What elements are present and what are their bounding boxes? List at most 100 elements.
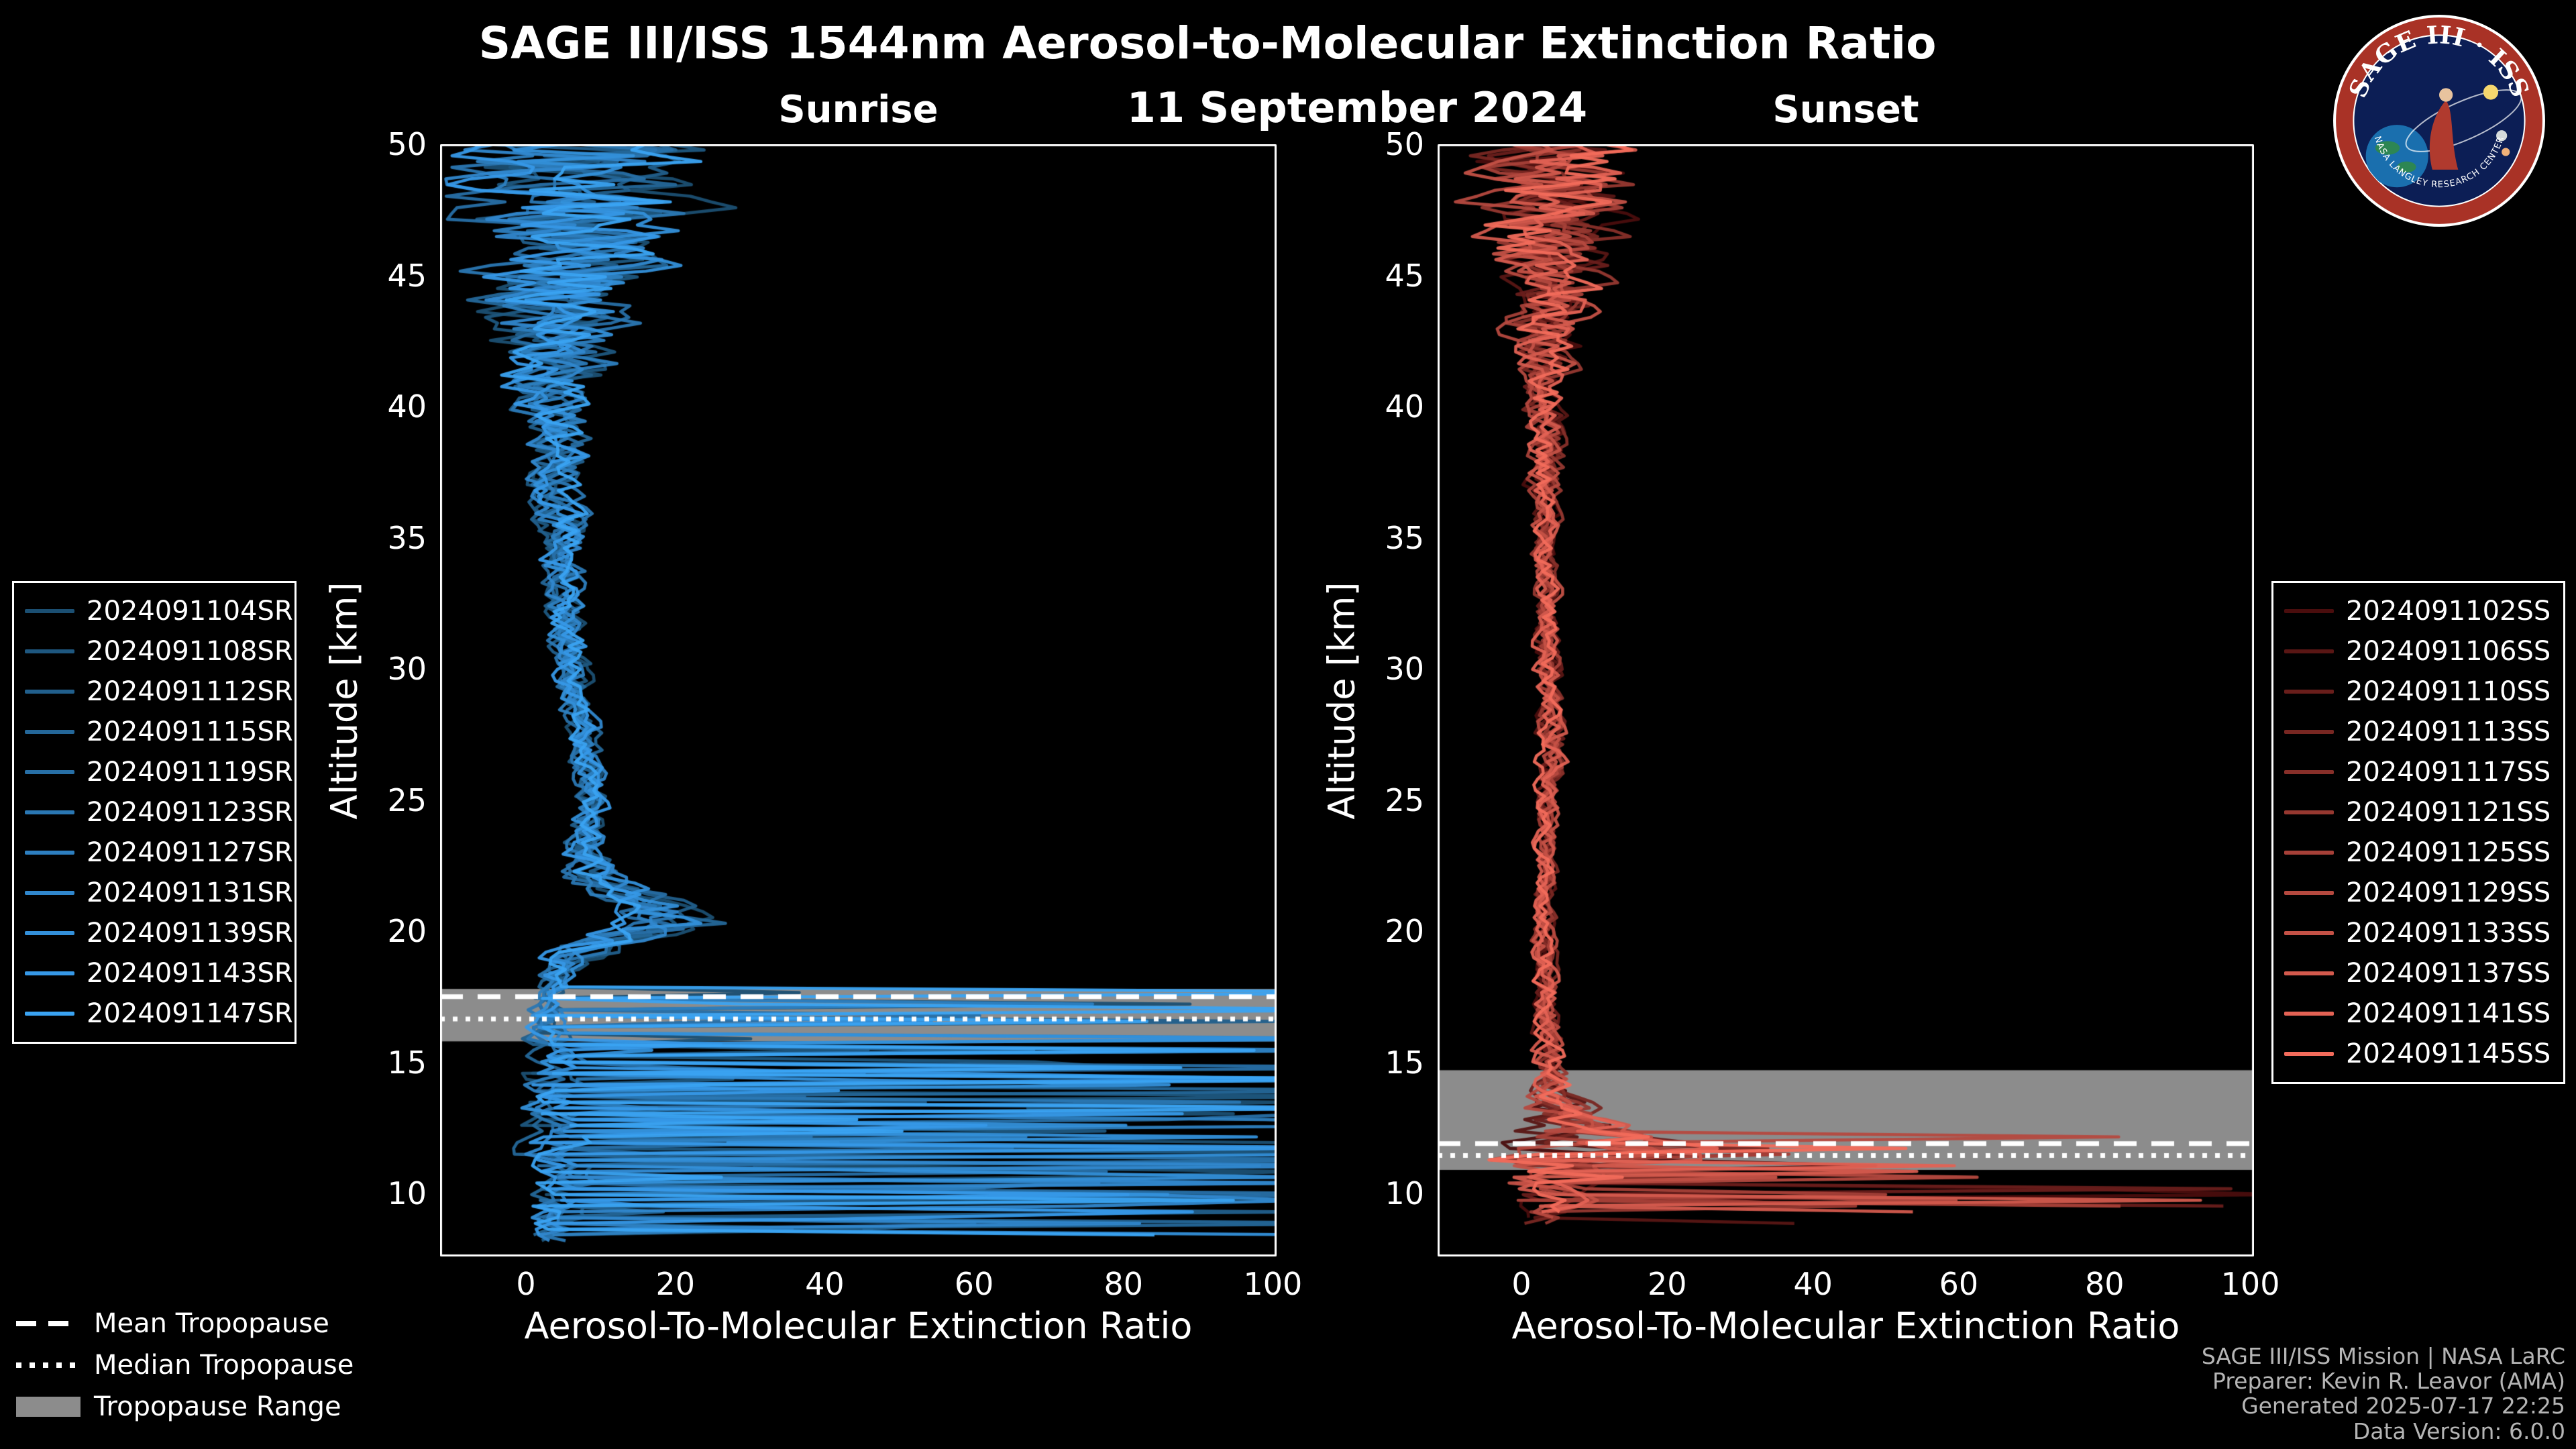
x-tick-label: 100 xyxy=(1243,1266,1303,1302)
legend-label: Tropopause Range xyxy=(94,1391,341,1422)
figure-date: 11 September 2024 xyxy=(1126,83,1588,132)
y-tick-label: 20 xyxy=(1385,913,1424,950)
legend-line-swatch-icon xyxy=(2284,891,2334,895)
y-tick-label: 30 xyxy=(1385,651,1424,688)
legend-item-mean-tropopause: Mean Tropopause xyxy=(16,1303,354,1344)
sunset-plot-canvas xyxy=(1438,144,2254,1256)
legend-item: 2024091141SS xyxy=(2284,994,2553,1034)
legend-item-median-tropopause: Median Tropopause xyxy=(16,1344,354,1386)
y-tick-label: 10 xyxy=(1385,1175,1424,1212)
credit-preparer: Preparer: Kevin R. Leavor (AMA) xyxy=(2212,1368,2565,1395)
x-tick-label: 0 xyxy=(1511,1266,1532,1302)
legend-label: 2024091127SR xyxy=(87,837,293,868)
y-tick-label: 35 xyxy=(1385,519,1424,556)
panel-title-sunset: Sunset xyxy=(1772,88,1919,131)
legend-label: 2024091141SS xyxy=(2346,998,2551,1029)
dotted-line-swatch-icon xyxy=(16,1362,80,1368)
credits-block: SAGE III/ISS Mission | NASA LaRC Prepare… xyxy=(2202,1344,2565,1444)
legend-line-swatch-icon xyxy=(2284,690,2334,694)
page-title: SAGE III/ISS 1544nm Aerosol-to-Molecular… xyxy=(478,17,1937,69)
gray-band-swatch-icon xyxy=(16,1397,80,1417)
sunrise-plot-canvas xyxy=(440,144,1277,1256)
sunset-y-axis-label: Altitude [km] xyxy=(1318,144,1365,1256)
sun-icon xyxy=(2483,85,2499,100)
x-tick-label: 40 xyxy=(805,1266,845,1302)
legend-line-swatch-icon xyxy=(25,1012,74,1016)
legend-item: 2024091147SR xyxy=(25,994,293,1034)
x-tick-label: 80 xyxy=(2084,1266,2125,1302)
legend-line-swatch-icon xyxy=(2284,851,2334,855)
legend-item: 2024091113SS xyxy=(2284,712,2553,752)
sunset-plot-panel: Sunset Altitude [km] Aerosol-To-Molecula… xyxy=(1321,88,2280,1347)
legend-label: 2024091112SR xyxy=(87,676,293,707)
legend-item: 2024091106SS xyxy=(2284,631,2553,672)
earth-icon xyxy=(2365,125,2428,188)
earth-landmass xyxy=(2397,161,2416,172)
legend-item: 2024091139SR xyxy=(25,913,293,953)
legend-item: 2024091121SS xyxy=(2284,792,2553,833)
legend-label: 2024091131SR xyxy=(87,877,293,908)
x-tick-label: 60 xyxy=(954,1266,994,1302)
panel-title-sunrise: Sunrise xyxy=(778,88,938,131)
legend-label: 2024091121SS xyxy=(2346,797,2551,828)
moon-icon xyxy=(2496,130,2508,142)
y-tick-label: 10 xyxy=(387,1175,427,1212)
legend-item: 2024091143SR xyxy=(25,953,293,994)
y-tick-label: 35 xyxy=(387,519,427,556)
x-tick-label: 20 xyxy=(1648,1266,1687,1302)
legend-item: 2024091145SS xyxy=(2284,1034,2553,1074)
tropopause-legend: Mean Tropopause Median Tropopause Tropop… xyxy=(16,1303,354,1428)
y-tick-label: 15 xyxy=(387,1044,427,1081)
legend-label: 2024091108SR xyxy=(87,636,293,667)
legend-line-swatch-icon xyxy=(2284,931,2334,935)
sunset-legend: 2024091102SS 2024091106SS 2024091110SS 2024… xyxy=(2271,581,2565,1084)
figure-head xyxy=(2439,88,2453,102)
legend-line-swatch-icon xyxy=(2284,971,2334,975)
y-tick-label: 25 xyxy=(1385,782,1424,818)
legend-line-swatch-icon xyxy=(2284,649,2334,653)
legend-item: 2024091133SS xyxy=(2284,913,2553,953)
legend-line-swatch-icon xyxy=(25,931,74,935)
legend-line-swatch-icon xyxy=(25,810,74,814)
legend-item: 2024091127SR xyxy=(25,833,293,873)
y-tick-label: 50 xyxy=(387,126,427,162)
legend-label: 2024091106SS xyxy=(2346,636,2551,667)
legend-label: 2024091139SR xyxy=(87,918,293,949)
x-tick-label: 0 xyxy=(516,1266,536,1302)
x-tick-label: 60 xyxy=(1939,1266,1979,1302)
legend-label: 2024091110SS xyxy=(2346,676,2551,707)
legend-label: 2024091113SS xyxy=(2346,716,2551,747)
legend-line-swatch-icon xyxy=(25,649,74,653)
legend-label: 2024091102SS xyxy=(2346,596,2551,627)
legend-label: 2024091137SS xyxy=(2346,958,2551,989)
legend-line-swatch-icon xyxy=(2284,1012,2334,1016)
legend-label: 2024091123SR xyxy=(87,797,293,828)
legend-item: 2024091131SR xyxy=(25,873,293,913)
credit-mission: SAGE III/ISS Mission | NASA LaRC xyxy=(2201,1342,2565,1369)
legend-item: 2024091104SR xyxy=(25,591,293,631)
legend-label: 2024091129SS xyxy=(2346,877,2551,908)
legend-label: 2024091143SR xyxy=(87,958,293,989)
y-tick-label: 15 xyxy=(1385,1044,1424,1081)
legend-line-swatch-icon xyxy=(25,891,74,895)
legend-line-swatch-icon xyxy=(2284,770,2334,774)
legend-label: 2024091115SR xyxy=(87,716,293,747)
legend-line-swatch-icon xyxy=(2284,730,2334,734)
y-tick-label: 30 xyxy=(387,651,427,688)
legend-line-swatch-icon xyxy=(25,609,74,613)
legend-label: 2024091125SS xyxy=(2346,837,2551,868)
legend-label: 2024091117SS xyxy=(2346,757,2551,788)
legend-label: Mean Tropopause xyxy=(94,1308,329,1339)
y-tick-label: 45 xyxy=(387,257,427,294)
legend-label: 2024091145SS xyxy=(2346,1038,2551,1069)
y-tick-label: 20 xyxy=(387,913,427,950)
legend-item: 2024091110SS xyxy=(2284,672,2553,712)
legend-item: 2024091123SR xyxy=(25,792,293,833)
legend-item: 2024091117SS xyxy=(2284,752,2553,792)
allegorical-figure-icon xyxy=(2429,100,2459,170)
legend-label: Median Tropopause xyxy=(94,1350,354,1381)
orbit-line-icon xyxy=(2405,89,2522,152)
sunset-x-axis-label: Aerosol-To-Molecular Extinction Ratio xyxy=(1511,1305,2180,1347)
y-tick-label: 40 xyxy=(387,388,427,425)
y-tick-label: 40 xyxy=(1385,388,1424,425)
